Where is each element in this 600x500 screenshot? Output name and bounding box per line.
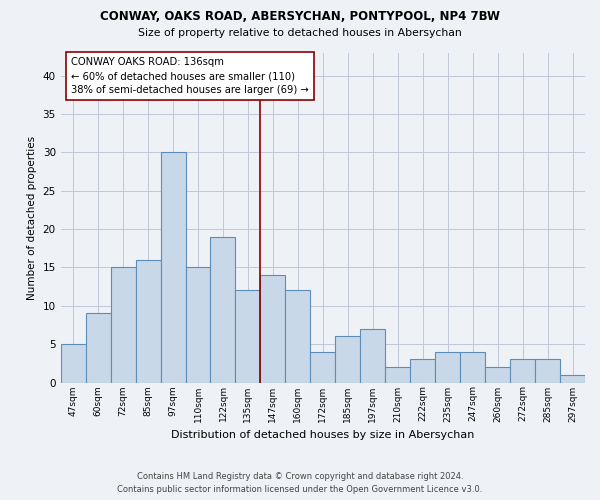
X-axis label: Distribution of detached houses by size in Abersychan: Distribution of detached houses by size … <box>171 430 475 440</box>
Bar <box>286 290 310 382</box>
Bar <box>260 275 286 382</box>
Bar <box>310 352 335 382</box>
Bar <box>410 360 435 382</box>
Bar <box>385 367 410 382</box>
Bar <box>460 352 485 382</box>
Bar <box>86 314 110 382</box>
Bar <box>360 329 385 382</box>
Bar <box>510 360 535 382</box>
Bar <box>560 375 585 382</box>
Bar <box>61 344 86 383</box>
Bar <box>110 268 136 382</box>
Bar <box>161 152 185 382</box>
Bar <box>335 336 360 382</box>
Y-axis label: Number of detached properties: Number of detached properties <box>27 136 37 300</box>
Bar <box>535 360 560 382</box>
Bar <box>136 260 161 382</box>
Text: CONWAY, OAKS ROAD, ABERSYCHAN, PONTYPOOL, NP4 7BW: CONWAY, OAKS ROAD, ABERSYCHAN, PONTYPOOL… <box>100 10 500 23</box>
Text: Contains HM Land Registry data © Crown copyright and database right 2024.
Contai: Contains HM Land Registry data © Crown c… <box>118 472 482 494</box>
Bar <box>211 236 235 382</box>
Text: Size of property relative to detached houses in Abersychan: Size of property relative to detached ho… <box>138 28 462 38</box>
Text: CONWAY OAKS ROAD: 136sqm
← 60% of detached houses are smaller (110)
38% of semi-: CONWAY OAKS ROAD: 136sqm ← 60% of detach… <box>71 58 309 96</box>
Bar <box>185 268 211 382</box>
Bar <box>435 352 460 382</box>
Bar <box>485 367 510 382</box>
Bar <box>235 290 260 382</box>
